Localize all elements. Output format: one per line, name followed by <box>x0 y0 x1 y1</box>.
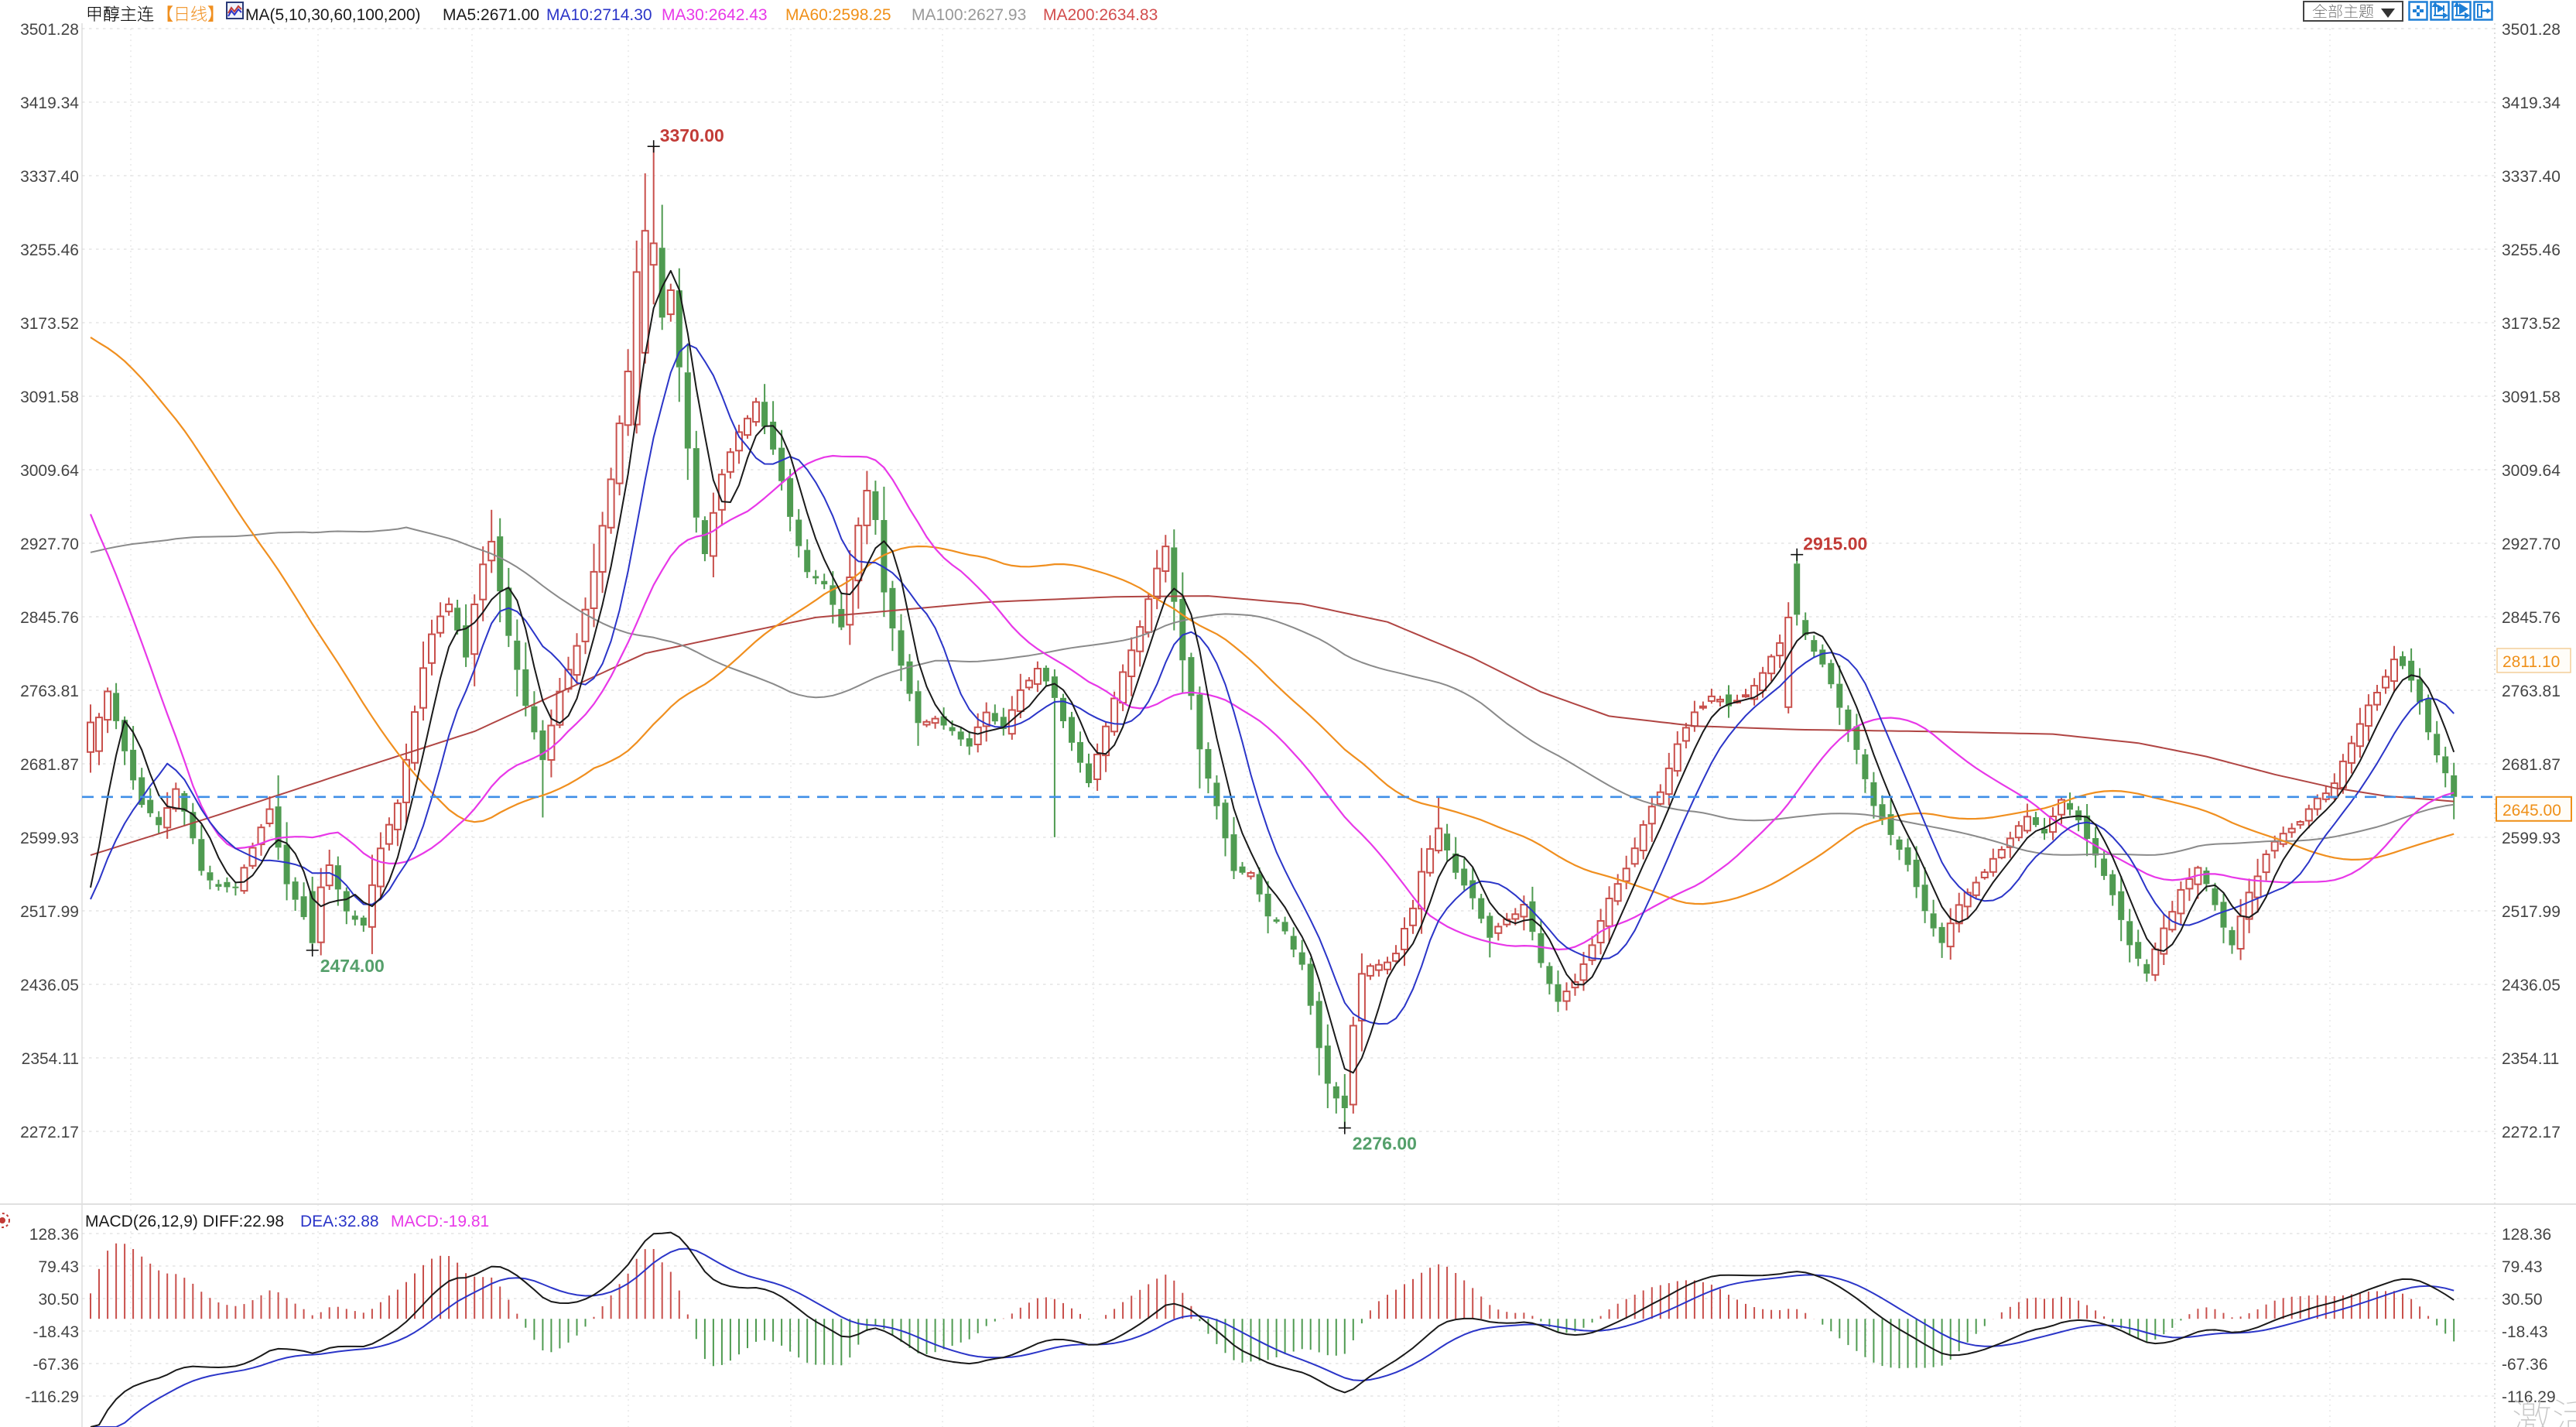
svg-text:DIFF:22.98: DIFF:22.98 <box>203 1213 284 1230</box>
svg-text:3337.40: 3337.40 <box>2502 168 2561 186</box>
svg-text:2517.99: 2517.99 <box>2502 903 2561 921</box>
svg-text:2599.93: 2599.93 <box>2502 830 2561 847</box>
svg-text:2272.17: 2272.17 <box>20 1124 79 1141</box>
svg-text:79.43: 79.43 <box>2502 1258 2543 1276</box>
svg-text:3173.52: 3173.52 <box>20 315 79 333</box>
svg-text:2927.70: 2927.70 <box>2502 536 2561 553</box>
svg-text:2354.11: 2354.11 <box>22 1050 79 1068</box>
svg-text:2845.76: 2845.76 <box>20 609 79 627</box>
svg-text:-116.29: -116.29 <box>2502 1388 2556 1406</box>
svg-text:3337.40: 3337.40 <box>20 168 79 186</box>
svg-text:MA10:2714.30: MA10:2714.30 <box>546 6 652 24</box>
svg-text:-116.29: -116.29 <box>25 1388 79 1406</box>
svg-text:2599.93: 2599.93 <box>20 830 79 847</box>
svg-text:3009.64: 3009.64 <box>2502 462 2561 480</box>
svg-text:3091.58: 3091.58 <box>2502 388 2561 406</box>
svg-text:-67.36: -67.36 <box>32 1356 79 1374</box>
svg-text:3009.64: 3009.64 <box>20 462 79 480</box>
svg-text:MACD:-19.81: MACD:-19.81 <box>391 1213 489 1230</box>
svg-text:MACD(26,12,9): MACD(26,12,9) <box>85 1213 198 1230</box>
svg-text:3091.58: 3091.58 <box>20 388 79 406</box>
svg-text:MA100:2627.93: MA100:2627.93 <box>912 6 1026 24</box>
svg-text:3255.46: 3255.46 <box>20 241 79 259</box>
svg-text:3501.28: 3501.28 <box>20 21 79 39</box>
svg-text:2915.00: 2915.00 <box>1803 534 1867 554</box>
svg-text:2845.76: 2845.76 <box>2502 609 2561 627</box>
svg-text:3255.46: 3255.46 <box>2502 241 2561 259</box>
svg-text:-18.43: -18.43 <box>2502 1323 2548 1341</box>
svg-text:2763.81: 2763.81 <box>2502 683 2561 700</box>
svg-text:2517.99: 2517.99 <box>20 903 79 921</box>
svg-text:3419.34: 3419.34 <box>2502 94 2561 112</box>
svg-text:2927.70: 2927.70 <box>20 536 79 553</box>
svg-text:3370.00: 3370.00 <box>660 125 724 145</box>
svg-text:2811.10: 2811.10 <box>2502 653 2560 671</box>
svg-text:2763.81: 2763.81 <box>20 683 79 700</box>
svg-text:3173.52: 3173.52 <box>2502 315 2561 333</box>
svg-text:2474.00: 2474.00 <box>320 956 385 976</box>
svg-text:3419.34: 3419.34 <box>20 94 79 112</box>
svg-text:2272.17: 2272.17 <box>2502 1124 2561 1141</box>
svg-text:128.36: 128.36 <box>2502 1226 2551 1244</box>
svg-text:2681.87: 2681.87 <box>20 756 79 774</box>
svg-text:30.50: 30.50 <box>38 1291 79 1309</box>
svg-text:DEA:32.88: DEA:32.88 <box>300 1213 379 1230</box>
svg-text:30.50: 30.50 <box>2502 1291 2543 1309</box>
svg-text:-67.36: -67.36 <box>2502 1356 2548 1374</box>
svg-text:3501.28: 3501.28 <box>2502 21 2561 39</box>
svg-text:MA30:2642.43: MA30:2642.43 <box>662 6 768 24</box>
svg-text:MA5:2671.00: MA5:2671.00 <box>443 6 539 24</box>
svg-text:-18.43: -18.43 <box>32 1323 79 1341</box>
svg-text:128.36: 128.36 <box>29 1226 79 1244</box>
svg-text:2436.05: 2436.05 <box>2502 977 2561 994</box>
svg-text:MA200:2634.83: MA200:2634.83 <box>1043 6 1158 24</box>
svg-text:MA60:2598.25: MA60:2598.25 <box>785 6 891 24</box>
svg-text:2354.11: 2354.11 <box>2502 1050 2559 1068</box>
svg-text:2681.87: 2681.87 <box>2502 756 2561 774</box>
svg-text:2276.00: 2276.00 <box>1353 1134 1417 1154</box>
svg-text:2645.00: 2645.00 <box>2502 802 2561 820</box>
svg-text:MA(5,10,30,60,100,200): MA(5,10,30,60,100,200) <box>245 6 421 24</box>
svg-text:79.43: 79.43 <box>38 1258 79 1276</box>
svg-text:2436.05: 2436.05 <box>20 977 79 994</box>
